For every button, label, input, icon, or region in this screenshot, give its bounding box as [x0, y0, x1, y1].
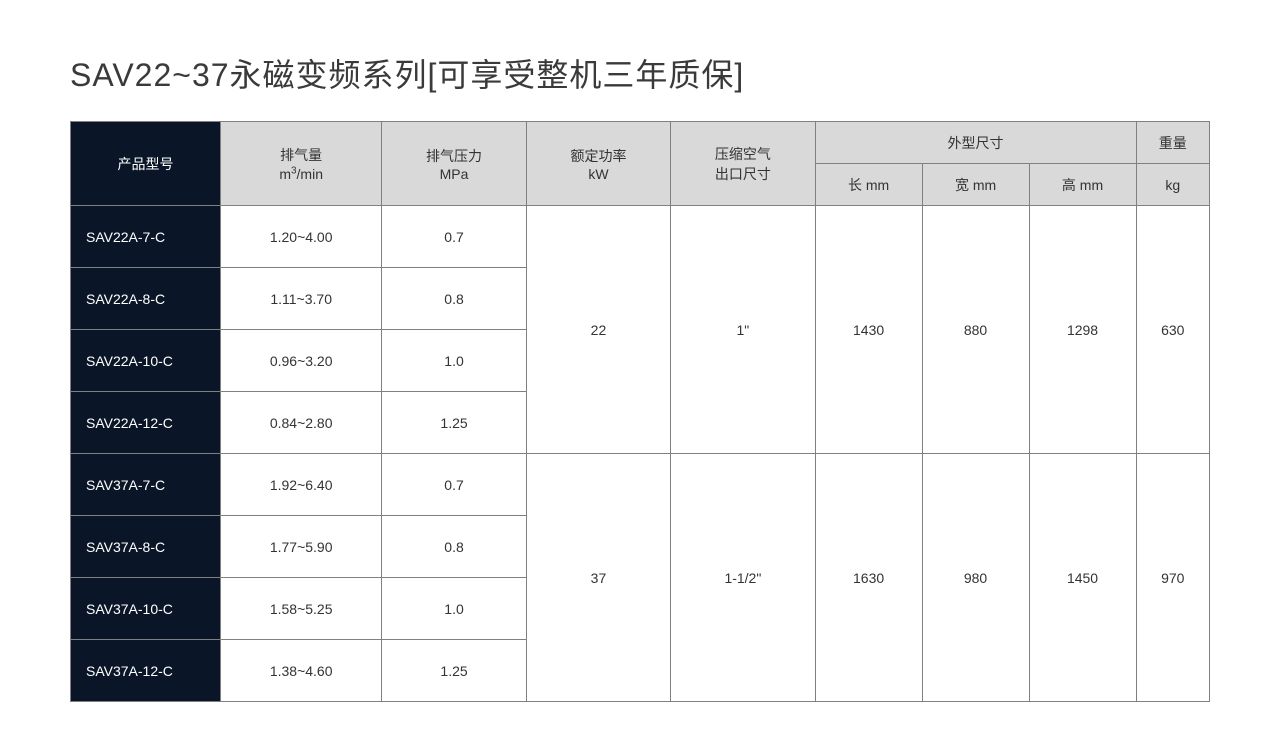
cell-airflow: 1.11~3.70	[221, 268, 382, 330]
cell-length: 1630	[815, 454, 922, 702]
cell-outlet: 1"	[671, 206, 815, 454]
cell-weight: 970	[1136, 454, 1210, 702]
header-model: 产品型号	[71, 122, 221, 206]
cell-height: 1298	[1029, 206, 1136, 454]
table-header-row-1: 产品型号 排气量 m3/min 排气压力 MPa 额定功率 kW 压缩空气 出口…	[71, 122, 1210, 164]
cell-length: 1430	[815, 206, 922, 454]
cell-airflow: 0.84~2.80	[221, 392, 382, 454]
header-width: 宽 mm	[922, 164, 1029, 206]
table-row: SAV37A-7-C1.92~6.400.7371-1/2"1630980145…	[71, 454, 1210, 516]
cell-pressure: 0.7	[382, 206, 526, 268]
cell-pressure: 0.8	[382, 516, 526, 578]
header-airflow: 排气量 m3/min	[221, 122, 382, 206]
cell-airflow: 1.77~5.90	[221, 516, 382, 578]
cell-model: SAV37A-8-C	[71, 516, 221, 578]
cell-power: 37	[526, 454, 670, 702]
cell-airflow: 1.92~6.40	[221, 454, 382, 516]
cell-width: 880	[922, 206, 1029, 454]
cell-pressure: 1.25	[382, 392, 526, 454]
cell-model: SAV22A-10-C	[71, 330, 221, 392]
header-power: 额定功率 kW	[526, 122, 670, 206]
cell-model: SAV22A-8-C	[71, 268, 221, 330]
cell-model: SAV22A-12-C	[71, 392, 221, 454]
cell-pressure: 1.25	[382, 640, 526, 702]
cell-pressure: 0.8	[382, 268, 526, 330]
cell-pressure: 0.7	[382, 454, 526, 516]
cell-model: SAV22A-7-C	[71, 206, 221, 268]
table-body: SAV22A-7-C1.20~4.000.7221"14308801298630…	[71, 206, 1210, 702]
header-weight: 重量	[1136, 122, 1210, 164]
header-outlet: 压缩空气 出口尺寸	[671, 122, 815, 206]
spec-table: 产品型号 排气量 m3/min 排气压力 MPa 额定功率 kW 压缩空气 出口…	[70, 121, 1210, 702]
cell-model: SAV37A-12-C	[71, 640, 221, 702]
cell-airflow: 0.96~3.20	[221, 330, 382, 392]
table-row: SAV22A-7-C1.20~4.000.7221"14308801298630	[71, 206, 1210, 268]
cell-height: 1450	[1029, 454, 1136, 702]
header-dimensions: 外型尺寸	[815, 122, 1136, 164]
cell-airflow: 1.20~4.00	[221, 206, 382, 268]
cell-airflow: 1.58~5.25	[221, 578, 382, 640]
page-title: SAV22~37永磁变频系列[可享受整机三年质保]	[70, 50, 1210, 96]
cell-pressure: 1.0	[382, 330, 526, 392]
header-weight-unit: kg	[1136, 164, 1210, 206]
cell-width: 980	[922, 454, 1029, 702]
cell-power: 22	[526, 206, 670, 454]
header-height: 高 mm	[1029, 164, 1136, 206]
cell-model: SAV37A-7-C	[71, 454, 221, 516]
header-length: 长 mm	[815, 164, 922, 206]
cell-weight: 630	[1136, 206, 1210, 454]
cell-airflow: 1.38~4.60	[221, 640, 382, 702]
cell-pressure: 1.0	[382, 578, 526, 640]
header-pressure: 排气压力 MPa	[382, 122, 526, 206]
cell-outlet: 1-1/2"	[671, 454, 815, 702]
cell-model: SAV37A-10-C	[71, 578, 221, 640]
